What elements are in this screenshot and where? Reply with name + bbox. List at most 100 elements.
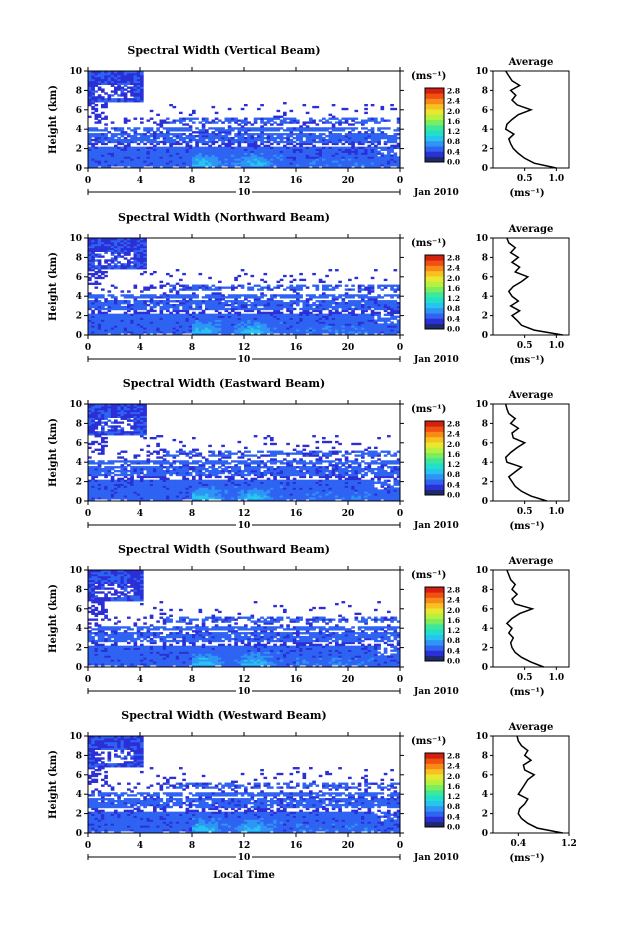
heatmap-cell	[107, 80, 112, 84]
heatmap-cell	[153, 152, 157, 155]
heatmap-cell	[286, 121, 290, 124]
heatmap-cell	[393, 154, 398, 157]
heatmap-cell	[244, 329, 248, 332]
heatmap-cell	[97, 325, 102, 328]
heatmap-cell	[244, 166, 248, 169]
heatmap-cell	[143, 493, 147, 496]
heatmap-cell	[309, 294, 313, 297]
heatmap-cell	[146, 152, 151, 155]
heatmap-cell	[344, 292, 349, 295]
heatmap-cell	[292, 302, 297, 305]
heatmap-cell	[260, 329, 264, 332]
colorbar-segment	[425, 156, 444, 163]
heatmap-cell	[374, 491, 378, 494]
panel-1: Spectral Width (Vertical Beam)0246810Hei…	[48, 44, 570, 199]
heatmap-cell	[309, 329, 313, 332]
heatmap-cell	[283, 325, 287, 328]
heatmap-cell	[357, 319, 362, 322]
heatmap-cell	[159, 491, 164, 494]
heatmap-cell	[123, 152, 128, 155]
heatmap-cell	[91, 98, 95, 101]
heatmap-cell	[331, 307, 336, 311]
heatmap-cell	[88, 305, 92, 309]
heatmap-cell	[211, 323, 216, 326]
heatmap-cell	[110, 313, 115, 316]
heatmap-cell	[227, 493, 232, 496]
heatmap-cell	[328, 138, 333, 142]
heatmap-cell	[374, 162, 378, 165]
heatmap-cell	[380, 491, 385, 494]
heatmap-cell	[188, 129, 193, 132]
heatmap-cell	[260, 495, 264, 498]
heatmap-cell	[244, 317, 248, 320]
heatmap-cell	[312, 309, 316, 313]
heatmap-cell	[136, 493, 141, 496]
y-tick-label: 0	[76, 331, 82, 341]
heatmap-cell	[169, 300, 173, 303]
heatmap-cell	[101, 117, 105, 120]
heatmap-cell	[205, 329, 209, 332]
heatmap-cell	[361, 288, 365, 291]
heatmap-cell	[117, 154, 121, 157]
heatmap-cell	[237, 136, 242, 140]
heatmap-cell	[302, 317, 307, 320]
heatmap-cell	[198, 136, 203, 140]
heatmap-cell	[162, 325, 167, 328]
heatmap-cell	[289, 315, 294, 318]
heatmap-cell	[127, 162, 131, 165]
heatmap-cell	[162, 323, 167, 326]
heatmap-cell	[110, 317, 115, 320]
heatmap-cell	[94, 493, 99, 496]
heatmap-cell	[315, 333, 320, 336]
heatmap-cell	[364, 135, 368, 138]
heatmap-cell	[289, 499, 294, 502]
heatmap-cell	[97, 247, 102, 251]
heatmap-cell	[133, 136, 138, 140]
heatmap-cell	[351, 288, 355, 291]
heatmap-cell	[361, 499, 365, 502]
heatmap-cell	[97, 76, 102, 80]
heatmap-cell	[273, 117, 277, 120]
heatmap-cell	[292, 278, 297, 282]
heatmap-cell	[123, 74, 128, 78]
heatmap-cell	[361, 296, 365, 299]
heatmap-cell	[192, 146, 196, 149]
heatmap-cell	[97, 321, 102, 324]
heatmap-cell	[110, 327, 115, 330]
heatmap-cell	[114, 164, 118, 167]
heatmap-cell	[331, 315, 336, 318]
heatmap-cell	[182, 325, 186, 328]
heatmap-cell	[348, 166, 352, 169]
heatmap-cell	[182, 129, 186, 132]
heatmap-cell	[309, 148, 313, 151]
heatmap-cell	[351, 493, 355, 496]
heatmap-cell	[162, 493, 167, 496]
heatmap-cell	[351, 325, 355, 328]
heatmap-cell	[91, 72, 95, 76]
heatmap-cell	[127, 261, 131, 264]
heatmap-cell	[172, 158, 177, 161]
heatmap-cell	[273, 154, 277, 157]
heatmap-cell	[120, 160, 125, 163]
heatmap-cell	[377, 317, 381, 320]
heatmap-cell	[302, 325, 307, 328]
heatmap-cell	[149, 491, 154, 494]
heatmap-cell	[247, 331, 251, 334]
heatmap-cell	[283, 317, 287, 320]
heatmap-cell	[315, 329, 320, 332]
heatmap-cell	[377, 325, 381, 328]
heatmap-cell	[198, 307, 203, 311]
heatmap-cell	[318, 497, 323, 500]
heatmap-cell	[133, 309, 138, 313]
heatmap-cell	[309, 323, 313, 326]
heatmap-cell	[130, 98, 134, 101]
heatmap-cell	[127, 160, 131, 163]
heatmap-cell	[344, 146, 349, 149]
heatmap-cell	[110, 245, 115, 249]
heatmap-cell	[289, 148, 294, 151]
heatmap-cell	[383, 313, 388, 316]
heatmap-cell	[224, 309, 229, 313]
heatmap-cell	[136, 497, 141, 500]
heatmap-cell	[296, 323, 300, 326]
heatmap-cell	[221, 142, 225, 146]
